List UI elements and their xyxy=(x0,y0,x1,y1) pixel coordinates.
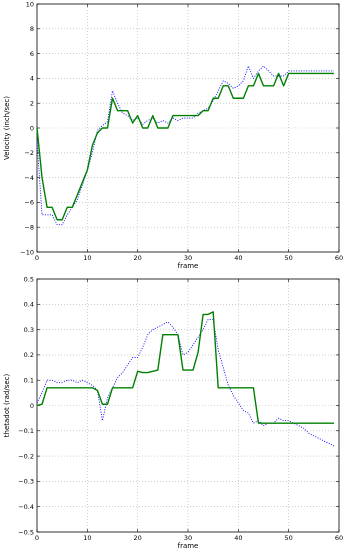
velocity-x-tick-label: 50 xyxy=(285,254,293,262)
thetadot-x-tick-label: 60 xyxy=(335,534,343,542)
velocity-y-tick-label: −4 xyxy=(24,174,34,182)
velocity-y-tick-label: 6 xyxy=(30,50,34,58)
velocity-x-tick-label: 30 xyxy=(184,254,192,262)
thetadot-y-tick-label: −0.1 xyxy=(18,427,34,435)
thetadot-y-tick-label: −0.3 xyxy=(18,478,34,486)
thetadot-x-axis-label: frame xyxy=(178,542,199,550)
velocity-x-tick-label: 40 xyxy=(234,254,242,262)
thetadot-y-tick-label: −0.2 xyxy=(18,452,34,460)
thetadot-panel: 0 10 20 30 40 50 60 0.5 0.4 0.3 0.2 0.1 0 −0.1 −0.2 −0.… xyxy=(3,275,343,550)
thetadot-series-dotted-line xyxy=(36,319,335,447)
velocity-x-tick-label: 60 xyxy=(335,254,343,262)
thetadot-y-tick-label: 0.4 xyxy=(24,301,34,309)
thetadot-y-tick-label: −0.4 xyxy=(18,503,34,511)
velocity-x-tick-label: 0 xyxy=(35,254,39,262)
thetadot-y-tick-label: 0.1 xyxy=(24,377,34,385)
velocity-y-tick-label: 4 xyxy=(30,75,34,83)
thetadot-x-tick-label: 50 xyxy=(285,534,293,542)
thetadot-x-tick-label: 0 xyxy=(35,534,39,542)
velocity-y-tick-label: −10 xyxy=(20,248,34,256)
velocity-series-solid-line xyxy=(36,72,334,221)
thetadot-y-axis-label: thetadot (rad/sec) xyxy=(3,374,11,438)
velocity-x-axis-label: frame xyxy=(178,262,199,270)
velocity-y-tick-label: −8 xyxy=(24,224,34,232)
thetadot-y-tick-label: 0.3 xyxy=(24,326,34,334)
velocity-y-tick-label: 8 xyxy=(30,25,34,33)
thetadot-x-tick-label: 20 xyxy=(134,534,142,542)
thetadot-x-tick-label: 30 xyxy=(184,534,192,542)
thetadot-y-tick-label: −0.5 xyxy=(18,528,34,536)
velocity-y-tick-label: −6 xyxy=(24,199,34,207)
velocity-panel: 0 10 20 30 40 50 601086420−2−4−6−8−10frameVelo… xyxy=(3,0,343,270)
thetadot-series-solid-line xyxy=(36,311,334,424)
thetadot-x-tick-label: 10 xyxy=(83,534,91,542)
velocity-x-tick-label: 20 xyxy=(134,254,142,262)
velocity-y-tick-label: 0 xyxy=(30,124,34,132)
thetadot-y-tick-label: 0 xyxy=(30,402,34,410)
velocity-y-tick-label: −2 xyxy=(24,149,34,157)
velocity-series-dotted-line xyxy=(36,65,334,226)
velocity-y-tick-label: 2 xyxy=(30,100,34,108)
thetadot-y-tick-label: 0.5 xyxy=(24,275,34,283)
thetadot-y-tick-label: 0.2 xyxy=(24,351,34,359)
velocity-y-axis-label: Velocity (inch/sec) xyxy=(3,96,11,160)
velocity-x-tick-label: 10 xyxy=(83,254,91,262)
velocity-y-tick-label: 10 xyxy=(26,0,34,8)
thetadot-x-tick-label: 40 xyxy=(234,534,242,542)
